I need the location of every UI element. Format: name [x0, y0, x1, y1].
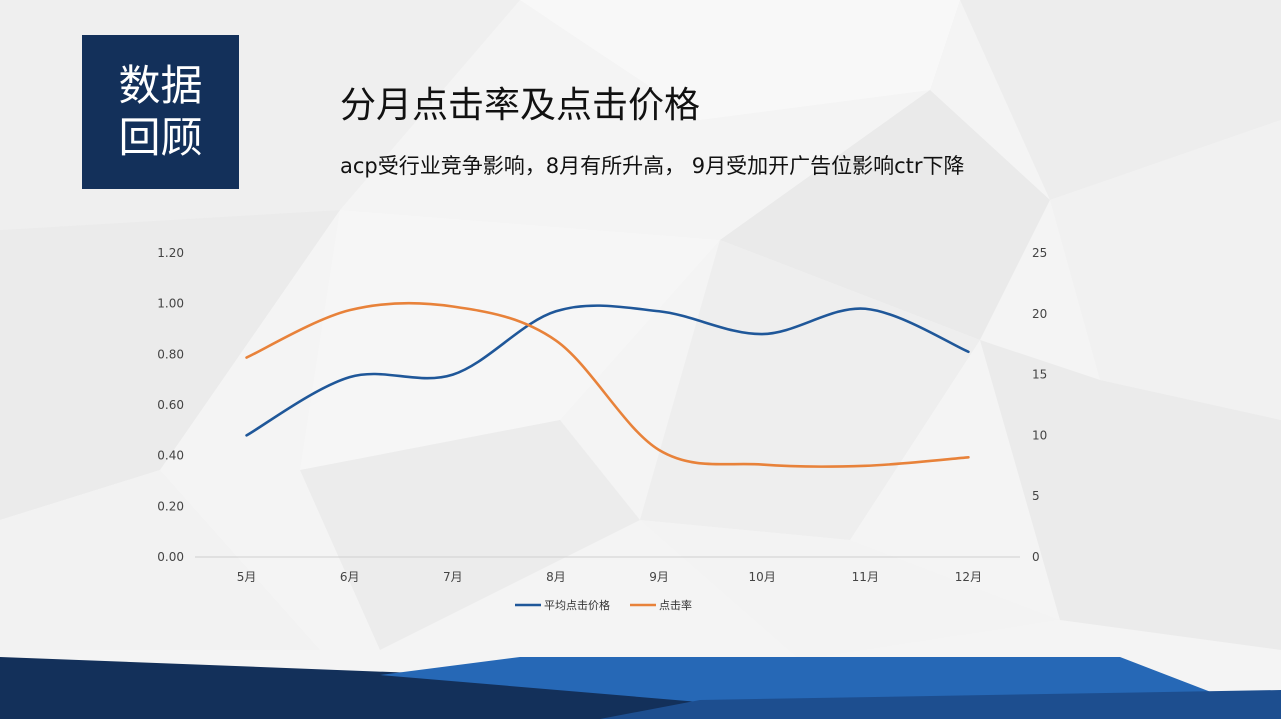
x-tick-label: 8月 — [546, 570, 566, 584]
x-tick-label: 7月 — [443, 570, 463, 584]
x-tick-label: 5月 — [237, 570, 257, 584]
y-left-tick-label: 0.80 — [157, 347, 184, 361]
page-title: 分月点击率及点击价格 — [340, 85, 701, 126]
y-left-tick-label: 0.00 — [157, 550, 184, 564]
y-left-tick-label: 1.20 — [157, 246, 184, 260]
y-right-tick-label: 25 — [1032, 246, 1047, 260]
y-left-tick-label: 0.20 — [157, 499, 184, 513]
badge-label: 数据回顾 — [118, 61, 203, 162]
y-left-tick-label: 0.40 — [157, 449, 184, 463]
page-subtitle: acp受行业竞争影响，8月有所升高， 9月受加开广告位影响ctr下降 — [340, 154, 965, 178]
y-right-tick-label: 20 — [1032, 307, 1047, 321]
y-right-tick-label: 5 — [1032, 489, 1040, 503]
x-tick-label: 11月 — [852, 570, 879, 584]
series-line-avg-click-price — [245, 304, 970, 437]
y-right-tick-label: 10 — [1032, 428, 1047, 442]
legend-label: 平均点击价格 — [544, 598, 610, 612]
x-tick-label: 12月 — [955, 570, 982, 584]
y-left-tick-label: 0.60 — [157, 398, 184, 412]
x-tick-label: 6月 — [340, 570, 360, 584]
y-left-tick-label: 1.00 — [157, 297, 184, 311]
y-right-tick-label: 0 — [1032, 550, 1040, 564]
section-badge: 数据回顾 — [82, 35, 239, 189]
legend-label: 点击率 — [659, 598, 692, 612]
y-right-tick-label: 15 — [1032, 368, 1047, 382]
x-tick-label: 9月 — [649, 570, 669, 584]
series-line-click-rate — [245, 301, 970, 468]
x-tick-label: 10月 — [749, 570, 776, 584]
